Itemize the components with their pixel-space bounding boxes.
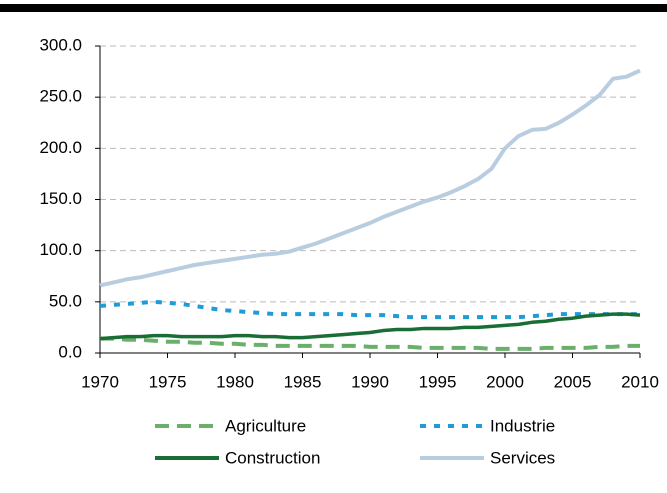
y-tick-label: 50.0 — [49, 291, 82, 310]
legend-label: Construction — [225, 448, 320, 467]
series-line — [99, 299, 640, 320]
x-tick-label: 2000 — [486, 372, 524, 391]
series-line — [99, 312, 641, 341]
series-line — [100, 336, 640, 351]
y-tick-label: 0.0 — [58, 342, 82, 361]
top-bar — [0, 4, 667, 12]
y-tick-label: 250.0 — [39, 87, 82, 106]
y-tick-label: 150.0 — [39, 189, 82, 208]
x-tick-label: 2005 — [554, 372, 592, 391]
x-tick-label: 1990 — [351, 372, 389, 391]
series-line — [99, 68, 641, 288]
y-tick-label: 100.0 — [39, 240, 82, 259]
x-tick-label: 1985 — [284, 372, 322, 391]
y-tick-label: 200.0 — [39, 138, 82, 157]
legend-label: Services — [490, 448, 555, 467]
x-tick-label: 1995 — [419, 372, 457, 391]
x-tick-label: 2010 — [621, 372, 659, 391]
x-tick-label: 1980 — [216, 372, 254, 391]
legend-label: Industrie — [490, 416, 555, 435]
legend-label: Agriculture — [225, 416, 306, 435]
x-tick-label: 1975 — [149, 372, 187, 391]
y-tick-label: 300.0 — [39, 35, 82, 54]
x-tick-label: 1970 — [81, 372, 119, 391]
